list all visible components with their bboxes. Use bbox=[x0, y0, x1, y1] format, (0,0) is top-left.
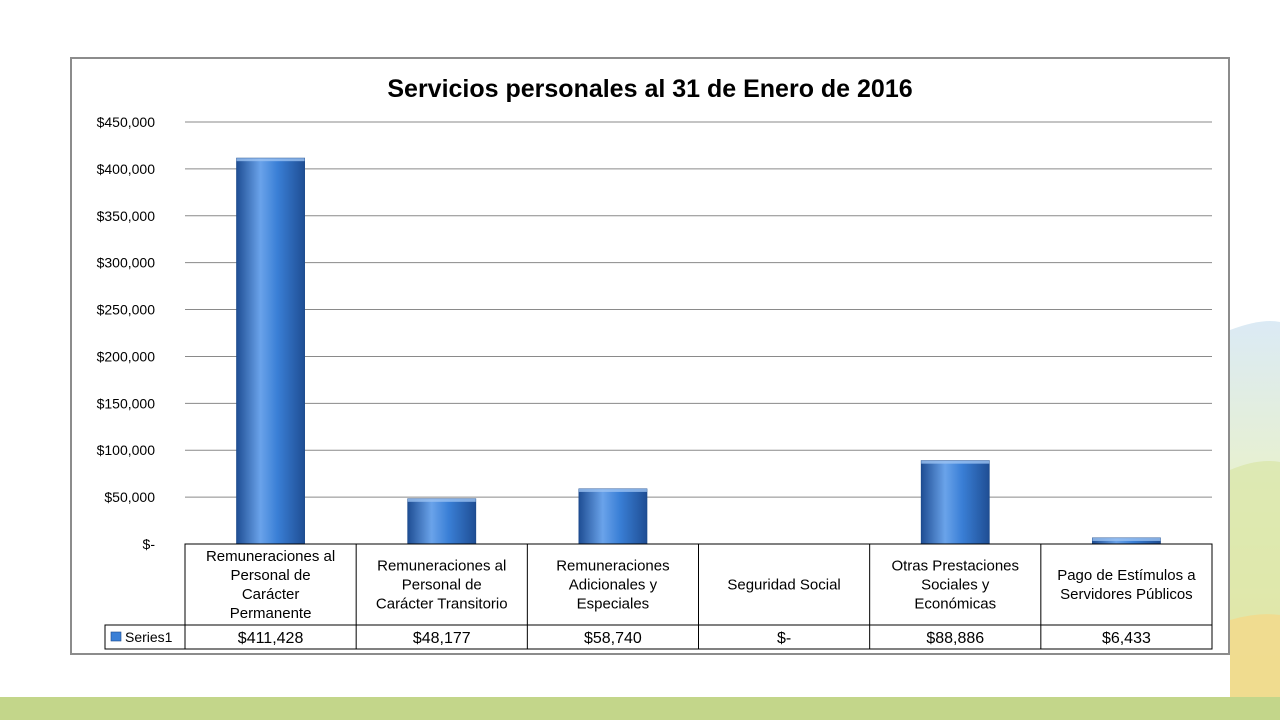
bar bbox=[407, 498, 477, 545]
bar bbox=[578, 488, 648, 545]
x-tick-label: Servidores Públicos bbox=[1060, 586, 1193, 603]
x-tick-label: Permanente bbox=[230, 605, 312, 622]
bottom-band bbox=[0, 697, 1280, 720]
bar-top-highlight bbox=[921, 460, 990, 464]
data-label: $58,740 bbox=[584, 630, 642, 647]
x-tick-label: Carácter Transitorio bbox=[376, 596, 508, 613]
legend-series-name: Series1 bbox=[125, 629, 173, 645]
x-tick-label: Remuneraciones bbox=[556, 558, 669, 575]
data-label: $411,428 bbox=[238, 630, 304, 647]
x-tick-label: Carácter bbox=[242, 586, 300, 603]
y-tick-label: $200,000 bbox=[97, 348, 156, 364]
bar bbox=[236, 157, 305, 545]
y-tick-label: $100,000 bbox=[97, 442, 156, 458]
bar-top-highlight bbox=[407, 498, 476, 502]
x-tick-label: Adicionales y bbox=[569, 577, 658, 594]
y-tick-label: $50,000 bbox=[104, 489, 155, 505]
y-tick-label: $300,000 bbox=[97, 255, 156, 271]
x-tick-label: Sociales y bbox=[921, 577, 990, 594]
y-tick-label: $350,000 bbox=[97, 208, 156, 224]
legend-key bbox=[110, 631, 122, 642]
data-label: $6,433 bbox=[1102, 630, 1151, 647]
bar-top-highlight bbox=[236, 158, 305, 162]
x-tick-label: Económicas bbox=[914, 596, 996, 613]
bar bbox=[920, 460, 990, 545]
x-tick-label: Remuneraciones al bbox=[206, 548, 335, 565]
x-tick-label: Pago de Estímulos a bbox=[1057, 567, 1196, 584]
x-tick-label: Otras Prestaciones bbox=[891, 558, 1019, 575]
y-tick-label: $400,000 bbox=[97, 161, 156, 177]
x-tick-label: Remuneraciones al bbox=[377, 558, 506, 575]
y-tick-label: $250,000 bbox=[97, 302, 156, 318]
data-label: $88,886 bbox=[926, 630, 984, 647]
chart-title: Servicios personales al 31 de Enero de 2… bbox=[387, 75, 913, 103]
y-tick-label: $- bbox=[143, 536, 156, 552]
y-tick-label: $450,000 bbox=[97, 114, 156, 130]
x-tick-label: Personal de bbox=[231, 567, 311, 584]
y-tick-label: $150,000 bbox=[97, 395, 156, 411]
bar-top-highlight bbox=[1092, 537, 1161, 541]
x-tick-label: Especiales bbox=[577, 596, 650, 613]
bar-top-highlight bbox=[578, 488, 647, 492]
x-tick-label: Personal de bbox=[402, 577, 482, 594]
data-label: $48,177 bbox=[413, 630, 471, 647]
chart-frame: Servicios personales al 31 de Enero de 2… bbox=[70, 57, 1230, 655]
x-tick-label: Seguridad Social bbox=[727, 577, 840, 594]
bar-chart: $- $50,000 $100,000 $150,000 $200,000 $250,00… bbox=[97, 114, 1213, 650]
data-label: $- bbox=[777, 630, 791, 647]
